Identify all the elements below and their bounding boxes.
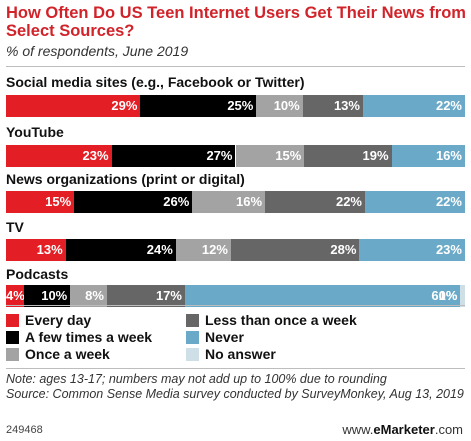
legend-swatch (6, 348, 19, 361)
data-label: 15% (45, 194, 72, 209)
data-label: 15% (275, 148, 302, 163)
bar-segment: 16% (391, 145, 465, 167)
data-label: 28% (330, 242, 357, 257)
category-label: Social media sites (e.g., Facebook or Tw… (6, 74, 305, 90)
data-label: 29% (111, 98, 138, 113)
data-label: 10% (41, 288, 68, 303)
data-label: 13% (36, 242, 63, 257)
brand-suffix: .com (434, 422, 463, 437)
data-label: 13% (333, 98, 360, 113)
chart-notes: Note: ages 13-17; numbers may not add up… (6, 372, 468, 402)
bar-segment: 24% (65, 239, 176, 261)
data-label: 1% (438, 288, 458, 303)
bar-segment: 17% (106, 285, 185, 307)
bar-segment: 15% (235, 145, 305, 167)
data-label: 22% (435, 194, 462, 209)
category-label: YouTube (6, 124, 64, 140)
bar-segment: 23% (359, 239, 465, 261)
bar-segment: 13% (6, 239, 66, 261)
bar-segment: 22% (265, 191, 365, 213)
chart-id: 249468 (6, 424, 43, 436)
bar-segment: 60% (185, 285, 461, 307)
data-label: 24% (146, 242, 173, 257)
legend-label: Once a week (25, 346, 110, 362)
legend-swatch (186, 314, 199, 327)
bar-segment: 25% (140, 95, 257, 117)
data-label: 12% (201, 242, 228, 257)
stacked-bar: 15% 26% 16% 22% 22% (6, 191, 465, 213)
legend-swatch (186, 331, 199, 344)
data-label: 22% (435, 98, 462, 113)
category-label: TV (6, 219, 24, 235)
data-label: 19% (362, 148, 389, 163)
data-label: 17% (155, 288, 182, 303)
legend-swatch (6, 331, 19, 344)
data-label: 23% (82, 148, 109, 163)
brand-logo: www.eMarketer.com (342, 422, 463, 437)
category-label: News organizations (print or digital) (6, 171, 245, 187)
bar-segment: 15% (6, 191, 75, 213)
bar-segment: 26% (74, 191, 193, 213)
note-text: Note: ages 13-17; numbers may not add up… (6, 372, 387, 386)
legend-divider (6, 305, 465, 306)
stacked-bar: 13% 24% 12% 28% 23% (6, 239, 465, 261)
legend-label: No answer (205, 346, 276, 362)
bar-segment: 22% (365, 191, 465, 213)
data-label: 8% (85, 288, 104, 303)
top-divider (6, 66, 465, 67)
legend-label: Less than once a week (205, 312, 357, 328)
bar-segment: 22% (363, 95, 465, 117)
bar-segment: 19% (304, 145, 392, 167)
bar-segment: 28% (230, 239, 360, 261)
legend-swatch (186, 348, 199, 361)
bar-segment: 1% (439, 285, 465, 307)
stacked-bar: 23% 27% 15% 19% 16% (6, 145, 465, 167)
bar-segment: 29% (6, 95, 141, 117)
data-label: 27% (206, 148, 233, 163)
bar-segment: 10% (256, 95, 303, 117)
data-label: 23% (435, 242, 462, 257)
data-label: 4% (6, 288, 25, 303)
brand-prefix: www. (342, 422, 374, 437)
source-text: Source: Common Sense Media survey conduc… (6, 387, 464, 401)
note-divider (6, 368, 465, 369)
legend-label: Every day (25, 312, 92, 328)
bar-segment: 4% (6, 285, 25, 307)
bar-segment: 27% (111, 145, 236, 167)
chart-legend: Every day A few times a week Once a week Le… (6, 311, 466, 363)
data-label: 10% (273, 98, 300, 113)
data-label: 25% (227, 98, 254, 113)
legend-swatch (6, 314, 19, 327)
category-label: Podcasts (6, 266, 69, 282)
legend-label: A few times a week (25, 329, 153, 345)
bar-segment: 8% (70, 285, 107, 307)
bar-segment: 12% (175, 239, 231, 261)
chart-title: How Often Do US Teen Internet Users Get … (6, 4, 466, 40)
stacked-bar: 29% 25% 10% 13% 22% (6, 95, 465, 117)
data-label: 26% (163, 194, 190, 209)
chart-subtitle: % of respondents, June 2019 (6, 43, 189, 59)
data-label: 22% (335, 194, 362, 209)
bar-segment: 16% (192, 191, 266, 213)
stacked-bar: 4% 10% 8% 17% 60% 1% (6, 285, 465, 307)
data-label: 60% (431, 288, 458, 303)
bar-segment: 23% (6, 145, 112, 167)
data-label: 16% (235, 194, 263, 209)
legend-label: Never (205, 329, 244, 345)
brand-name: eMarketer (373, 422, 435, 437)
data-label: 16% (435, 148, 462, 163)
bar-segment: 13% (302, 95, 363, 117)
bar-segment: 10% (24, 285, 71, 307)
